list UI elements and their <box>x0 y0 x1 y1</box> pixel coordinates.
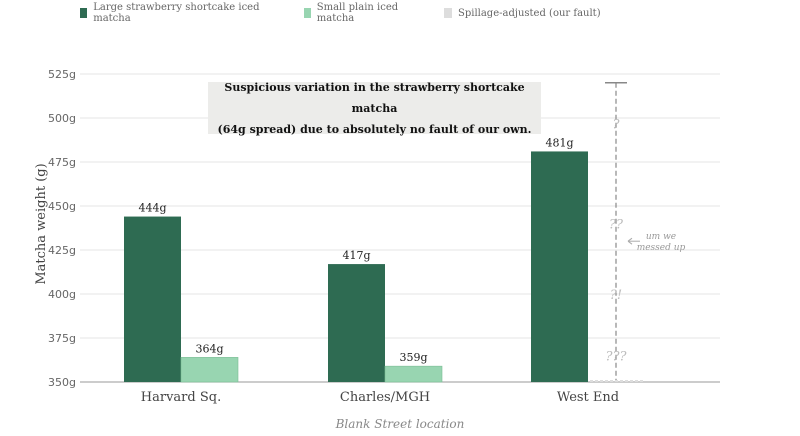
bar-small-charles-mgh <box>384 365 443 383</box>
bar-value-label: 481g <box>545 136 573 149</box>
uncertainty-mark: ?? <box>609 218 624 233</box>
x-axis-label: Blank Street location <box>335 417 465 431</box>
legend-item-large-strawberry: Large strawberry shortcake iced matcha <box>80 2 280 24</box>
y-tick-label: 400g <box>48 288 76 301</box>
legend-item-spillage: Spillage-adjusted (our fault) <box>444 2 601 24</box>
bar-value-label: 364g <box>195 342 223 355</box>
y-tick-label: 475g <box>48 156 76 169</box>
note-line-1: um we <box>646 232 676 242</box>
note-line-2: messed up <box>637 243 686 253</box>
y-tick-label: 375g <box>48 332 76 345</box>
legend-label-small: Small plain iced matcha <box>316 2 399 24</box>
callout-line-2: (64g spread) due to absolutely no fault … <box>217 122 532 136</box>
bar-large-west-end <box>531 151 588 382</box>
x-tick-label: Harvard Sq. <box>141 390 221 405</box>
legend-swatch-small <box>304 8 311 18</box>
x-tick-label: Charles/MGH <box>340 390 430 405</box>
y-tick-label: 500g <box>48 112 76 125</box>
legend: Large strawberry shortcake iced matcha S… <box>80 2 625 24</box>
bar-value-label: 359g <box>399 351 427 364</box>
legend-swatch-spillage <box>444 8 452 18</box>
bar-large-harvard-sq- <box>124 216 181 382</box>
y-tick-label: 525g <box>48 68 76 81</box>
y-tick-label: 425g <box>48 244 76 257</box>
annotation-callout: Suspicious variation in the strawberry s… <box>208 81 541 136</box>
uncertainty-mark: ? <box>613 117 621 132</box>
y-axis-label: Matcha weight (g) <box>34 163 49 284</box>
bar-value-label: 417g <box>342 249 370 262</box>
callout-line-1: Suspicious variation in the strawberry s… <box>224 80 525 115</box>
bar-value-label: 444g <box>138 202 166 215</box>
x-tick-label: West End <box>557 390 619 405</box>
bar-small-harvard-sq- <box>180 357 239 383</box>
bar-large-charles-mgh <box>328 264 385 382</box>
y-tick-label: 450g <box>48 200 76 213</box>
note-arrow-head <box>627 237 633 245</box>
legend-label-spillage: Spillage-adjusted (our fault) <box>458 7 601 19</box>
legend-label-large: Large strawberry shortcake iced matcha <box>93 2 260 24</box>
uncertainty-mark: ?! <box>610 288 622 303</box>
legend-item-small-plain: Small plain iced matcha <box>304 2 420 24</box>
y-tick-label: 350g <box>48 376 76 389</box>
uncertainty-mark: ??? <box>606 350 628 365</box>
legend-swatch-large <box>80 8 88 18</box>
